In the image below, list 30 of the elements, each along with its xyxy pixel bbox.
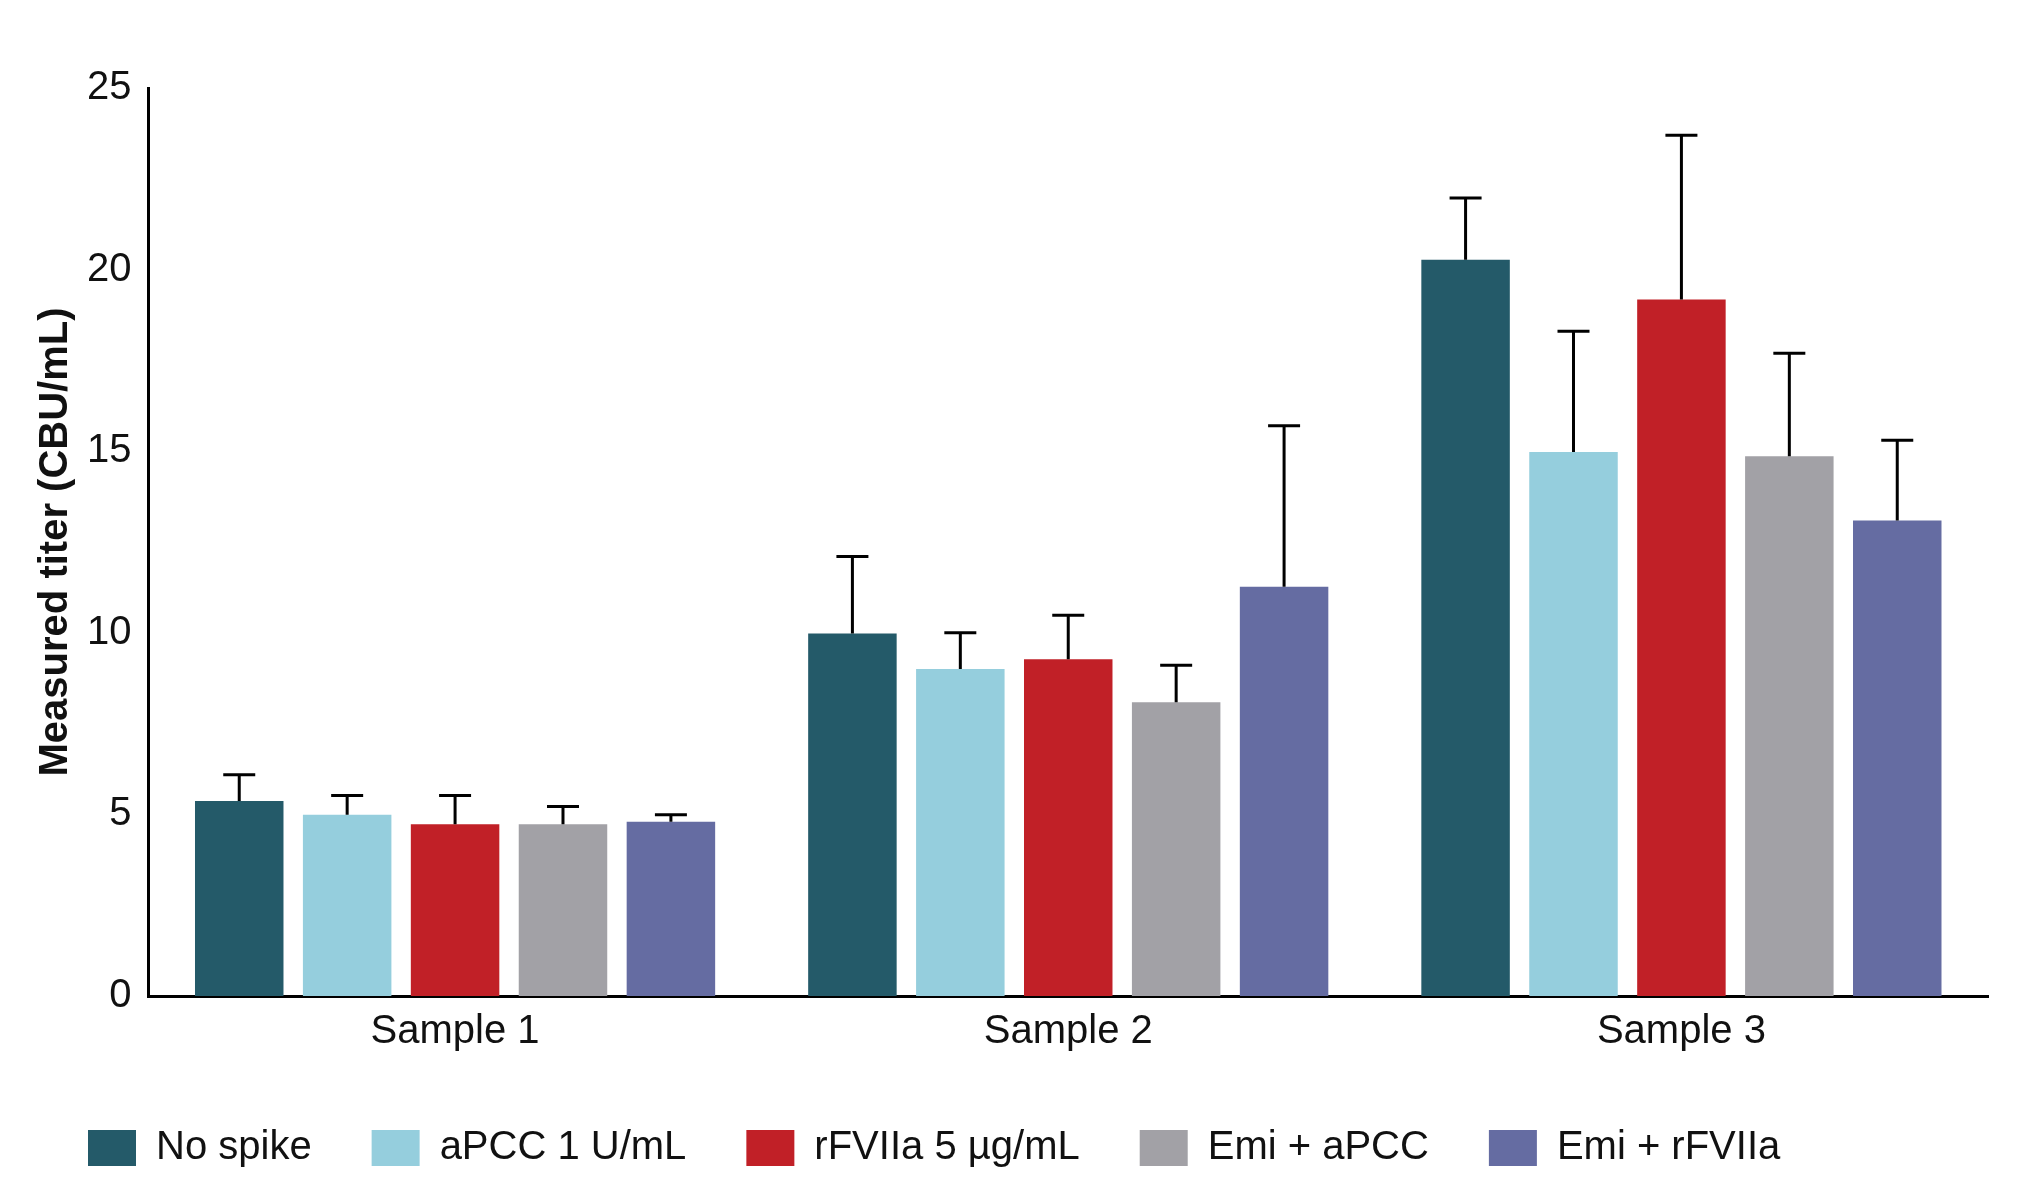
bar bbox=[1529, 451, 1618, 996]
bar bbox=[195, 800, 284, 996]
bar bbox=[1131, 702, 1221, 996]
y-tick-label: 5 bbox=[109, 789, 132, 834]
bar bbox=[1421, 259, 1510, 996]
y-axis-title: Measured titer (CBU/mL) bbox=[31, 307, 76, 777]
bar bbox=[1853, 520, 1942, 996]
bar bbox=[808, 633, 897, 996]
legend-label: No spike bbox=[156, 1123, 312, 1168]
y-tick-label: 15 bbox=[86, 426, 132, 471]
y-tick-label: 0 bbox=[109, 971, 132, 1016]
x-tick-label: Sample 2 bbox=[983, 1007, 1153, 1052]
legend-label: Emi + aPCC bbox=[1207, 1123, 1429, 1168]
bar bbox=[410, 824, 500, 996]
bar bbox=[302, 814, 392, 996]
y-tick-label: 10 bbox=[86, 607, 132, 652]
bar bbox=[518, 824, 608, 996]
legend-label: rFVIIa 5 µg/mL bbox=[814, 1123, 1080, 1168]
bar bbox=[626, 821, 716, 996]
legend-label: aPCC 1 U/mL bbox=[439, 1123, 687, 1168]
x-tick-label: Sample 1 bbox=[370, 1007, 540, 1052]
bar bbox=[1024, 659, 1113, 996]
bar bbox=[1745, 456, 1834, 996]
legend-label: Emi + rFVIIa bbox=[1556, 1123, 1782, 1168]
bar bbox=[1637, 299, 1726, 996]
y-tick-label: 20 bbox=[86, 244, 132, 289]
bar bbox=[1239, 586, 1329, 996]
x-tick-label: Sample 3 bbox=[1596, 1007, 1766, 1052]
y-tick-label: 25 bbox=[86, 63, 132, 108]
bar bbox=[916, 669, 1005, 996]
